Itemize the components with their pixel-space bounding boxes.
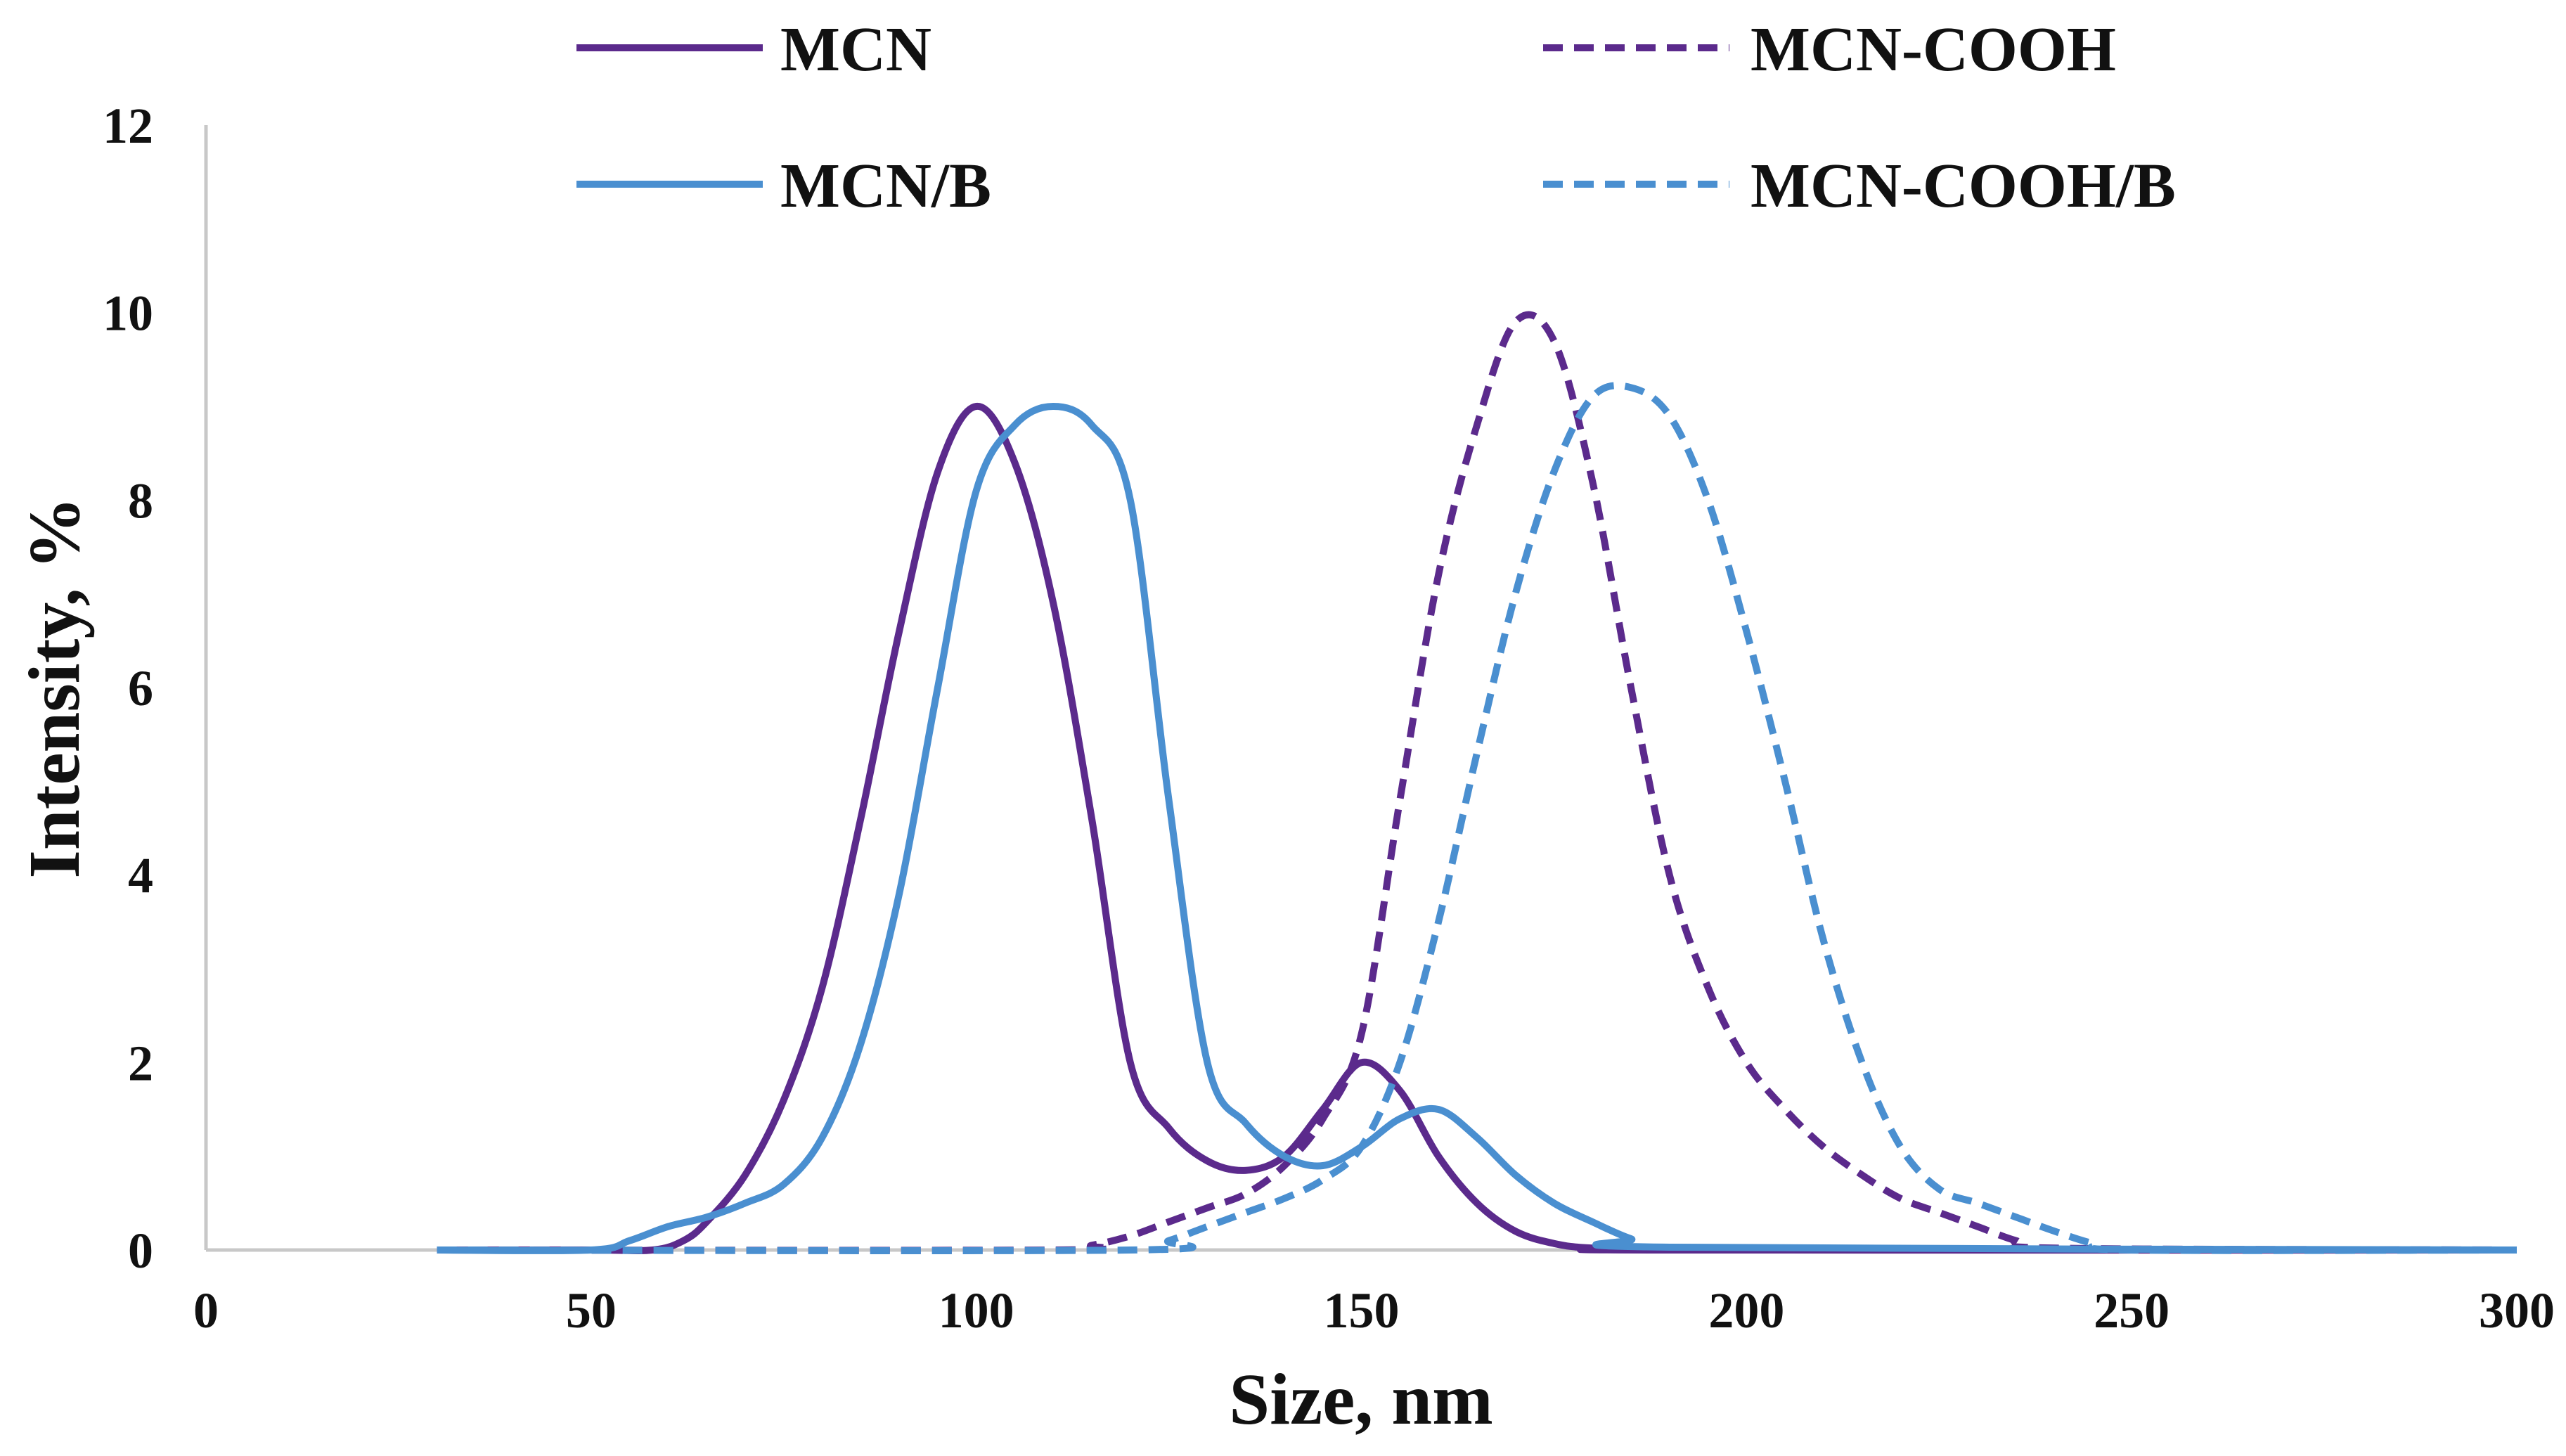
y-tick-label: 8 [128, 472, 153, 529]
x-tick-label: 0 [193, 1282, 219, 1339]
x-tick-labels: 0 50 100 150 200 250 300 [193, 1282, 2555, 1339]
y-tick-label: 10 [103, 285, 153, 342]
y-tick-label: 12 [103, 98, 153, 154]
legend-entry-mcn: MCN [576, 15, 931, 84]
legend-entry-mcn-cooh-b: MCN-COOH/B [1543, 151, 2176, 221]
x-axis-title: Size, nm [1229, 1359, 1493, 1440]
series-line-mcn-cooh-b [437, 382, 2517, 1254]
legend-label-mcn: MCN [780, 15, 931, 84]
legend-label-mcn-cooh-b: MCN-COOH/B [1751, 151, 2176, 221]
series-lines [437, 311, 2517, 1254]
legend-label-mcn-cooh: MCN-COOH [1751, 15, 2116, 84]
x-tick-label: 200 [1708, 1282, 1784, 1339]
y-axis-title: Intensity, % [14, 496, 95, 878]
x-tick-label: 50 [566, 1282, 617, 1339]
series-line-mcn-cooh [437, 311, 2517, 1254]
x-tick-label: 250 [2094, 1282, 2170, 1339]
legend-entry-mcn-b: MCN/B [576, 151, 991, 221]
x-axis: 0 50 100 150 200 250 300 [193, 1248, 2555, 1339]
y-tick-label: 4 [128, 848, 153, 904]
x-tick-label: 300 [2479, 1282, 2555, 1339]
legend-entry-mcn-cooh: MCN-COOH [1543, 15, 2116, 84]
x-tick-label: 100 [939, 1282, 1014, 1339]
legend-label-mcn-b: MCN/B [780, 151, 991, 221]
series-line-mcn [437, 403, 2517, 1254]
y-axis: 0 2 4 6 8 10 12 [103, 98, 208, 1279]
y-tick-label: 0 [128, 1223, 153, 1279]
y-tick-labels: 0 2 4 6 8 10 12 [103, 98, 153, 1279]
y-tick-label: 6 [128, 660, 153, 716]
series-line-mcn-b [437, 403, 2517, 1254]
x-tick-label: 150 [1324, 1282, 1400, 1339]
y-tick-label: 2 [128, 1035, 153, 1091]
legend: MCN MCN-COOH MCN/B MCN-COOH/B [576, 15, 2176, 221]
